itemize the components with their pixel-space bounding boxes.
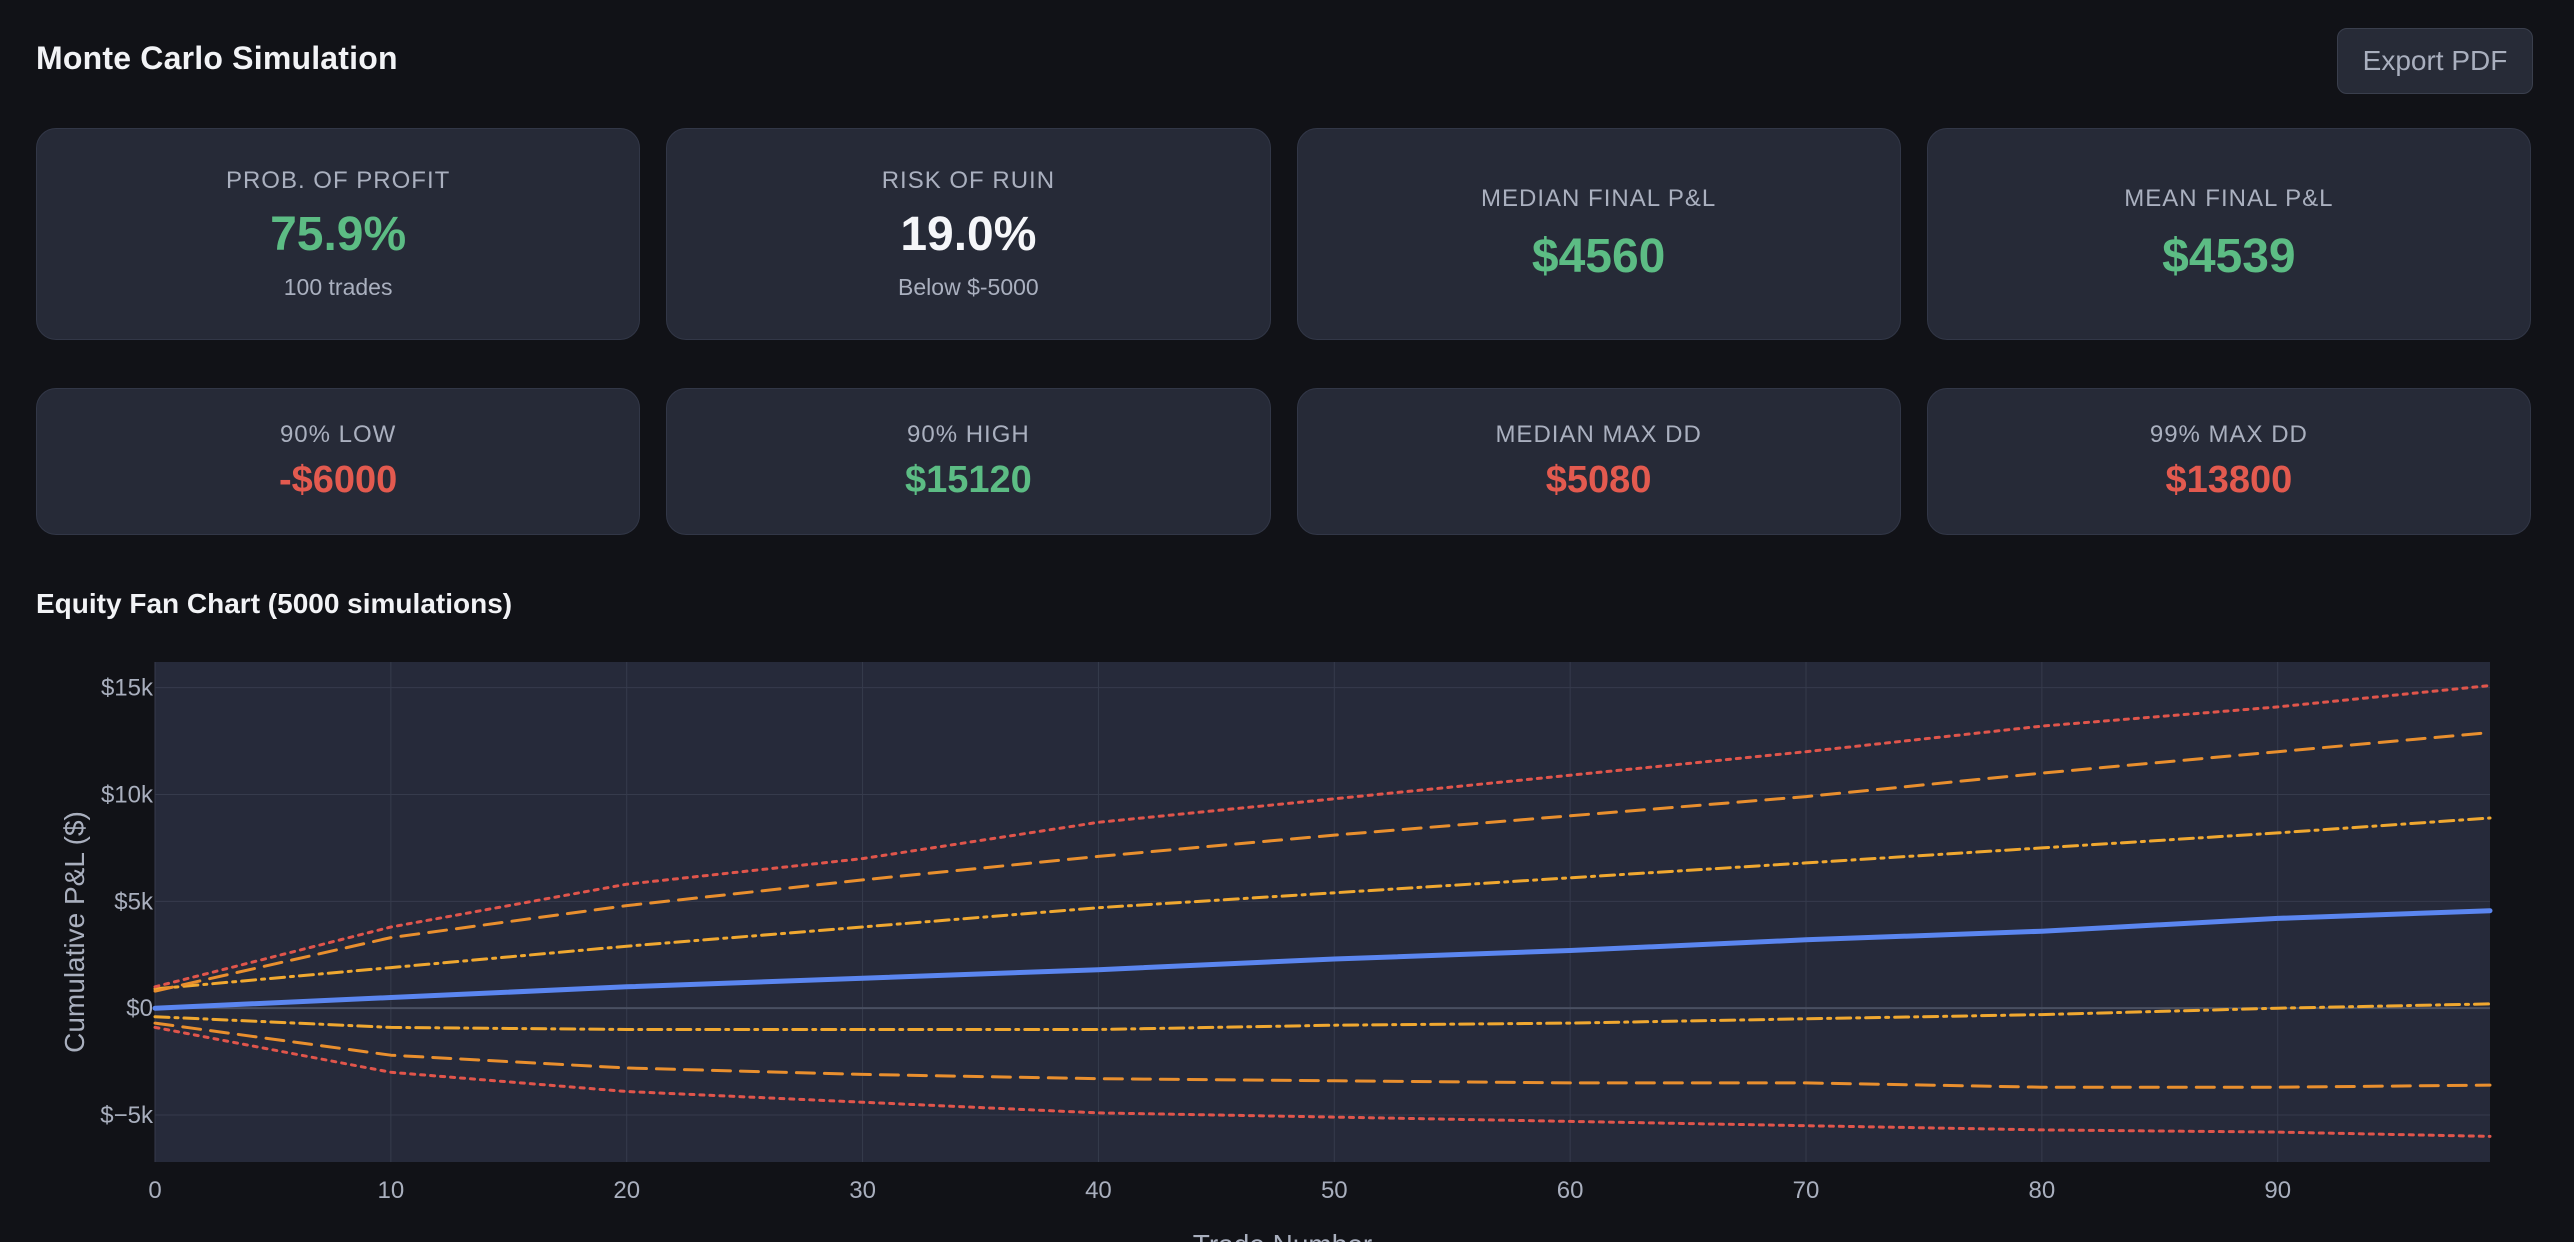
- stat-card-90-low: 90% LOW -$6000: [36, 388, 641, 535]
- chart-grid: [154, 662, 2490, 1162]
- x-tick-label: 80: [2029, 1177, 2056, 1204]
- stat-label: MEDIAN FINAL P&L: [1481, 184, 1717, 212]
- stat-value: $15120: [904, 459, 1032, 501]
- stat-value: $4560: [1531, 229, 1666, 283]
- stat-card-prob-profit: PROB. OF PROFIT 75.9% 100 trades: [36, 128, 641, 340]
- x-tick-label: 60: [1557, 1177, 1584, 1204]
- x-tick-label: 0: [148, 1177, 161, 1204]
- x-tick-label: 40: [1085, 1177, 1112, 1204]
- y-axis-ticks: $−5k $0 $5k $10k $15k: [100, 675, 154, 1129]
- stat-card-99-max-dd: 99% MAX DD $13800: [1926, 388, 2531, 535]
- stat-card-median-final-pnl: MEDIAN FINAL P&L $4560: [1296, 128, 1901, 340]
- y-tick-label: $15k: [101, 675, 154, 702]
- stat-subtext: Below $-5000: [898, 274, 1039, 300]
- x-axis-label: Trade Number: [1193, 1229, 1372, 1242]
- x-tick-label: 90: [2264, 1177, 2291, 1204]
- y-axis-label: Cumulative P&L ($): [59, 811, 90, 1053]
- stat-card-90-high: 90% HIGH $15120: [666, 388, 1271, 535]
- stat-card-median-max-dd: MEDIAN MAX DD $5080: [1296, 388, 1901, 535]
- y-tick-label: $5k: [114, 888, 154, 915]
- stat-label: 99% MAX DD: [2149, 421, 2308, 448]
- stat-card-risk-of-ruin: RISK OF RUIN 19.0% Below $-5000: [666, 128, 1271, 340]
- x-tick-label: 50: [1321, 1177, 1348, 1204]
- page-title: Monte Carlo Simulation: [36, 40, 398, 76]
- stat-label: 90% LOW: [279, 421, 397, 448]
- stat-value: 19.0%: [900, 208, 1037, 261]
- stats-row-secondary: 90% LOW -$6000 90% HIGH $15120 MEDIAN MA…: [36, 388, 2531, 535]
- percentile-series-line: [153, 731, 2492, 993]
- stat-label: 90% HIGH: [907, 421, 1030, 448]
- percentile-series-line: [153, 684, 2492, 989]
- percentile-series-line: [153, 1002, 2492, 1031]
- x-tick-label: 30: [849, 1177, 876, 1204]
- stat-label: MEDIAN MAX DD: [1495, 421, 1702, 448]
- percentile-series-line: [153, 1025, 2492, 1138]
- percentile-series-line: [153, 1021, 2492, 1089]
- stat-value: 75.9%: [270, 208, 407, 261]
- equity-fan-chart[interactable]: 0 10 20 30 40 50 60 70 80 90 $−5k $0 $5k $10k $15k Cu…: [0, 640, 2574, 1242]
- stat-label: PROB. OF PROFIT: [225, 167, 451, 194]
- y-tick-label: $10k: [101, 781, 154, 808]
- stat-card-mean-final-pnl: MEAN FINAL P&L $4539: [1926, 128, 2531, 340]
- median-series-line: [152, 908, 2493, 1011]
- export-pdf-button[interactable]: Export PDF: [2337, 28, 2533, 94]
- percentile-series-line: [153, 816, 2492, 991]
- chart-series: [152, 684, 2493, 1138]
- x-axis-ticks: 0 10 20 30 40 50 60 70 80 90: [148, 1177, 2291, 1204]
- stat-label: RISK OF RUIN: [881, 167, 1056, 194]
- y-tick-label: $−5k: [100, 1102, 154, 1129]
- plot-area: [155, 662, 2490, 1162]
- section-title-equity-fan: Equity Fan Chart (5000 simulations): [36, 588, 513, 619]
- x-tick-label: 10: [378, 1177, 405, 1204]
- stat-value: $13800: [2165, 459, 2293, 501]
- x-tick-label: 70: [1793, 1177, 1820, 1204]
- stat-label: MEAN FINAL P&L: [2124, 184, 2334, 212]
- x-tick-label: 20: [613, 1177, 640, 1204]
- y-tick-label: $0: [126, 995, 153, 1022]
- stat-value: $5080: [1545, 459, 1652, 501]
- stats-row-primary: PROB. OF PROFIT 75.9% 100 trades RISK OF…: [36, 128, 2531, 340]
- stat-value: -$6000: [278, 459, 398, 501]
- stat-value: $4539: [2162, 229, 2296, 283]
- stat-subtext: 100 trades: [283, 274, 393, 300]
